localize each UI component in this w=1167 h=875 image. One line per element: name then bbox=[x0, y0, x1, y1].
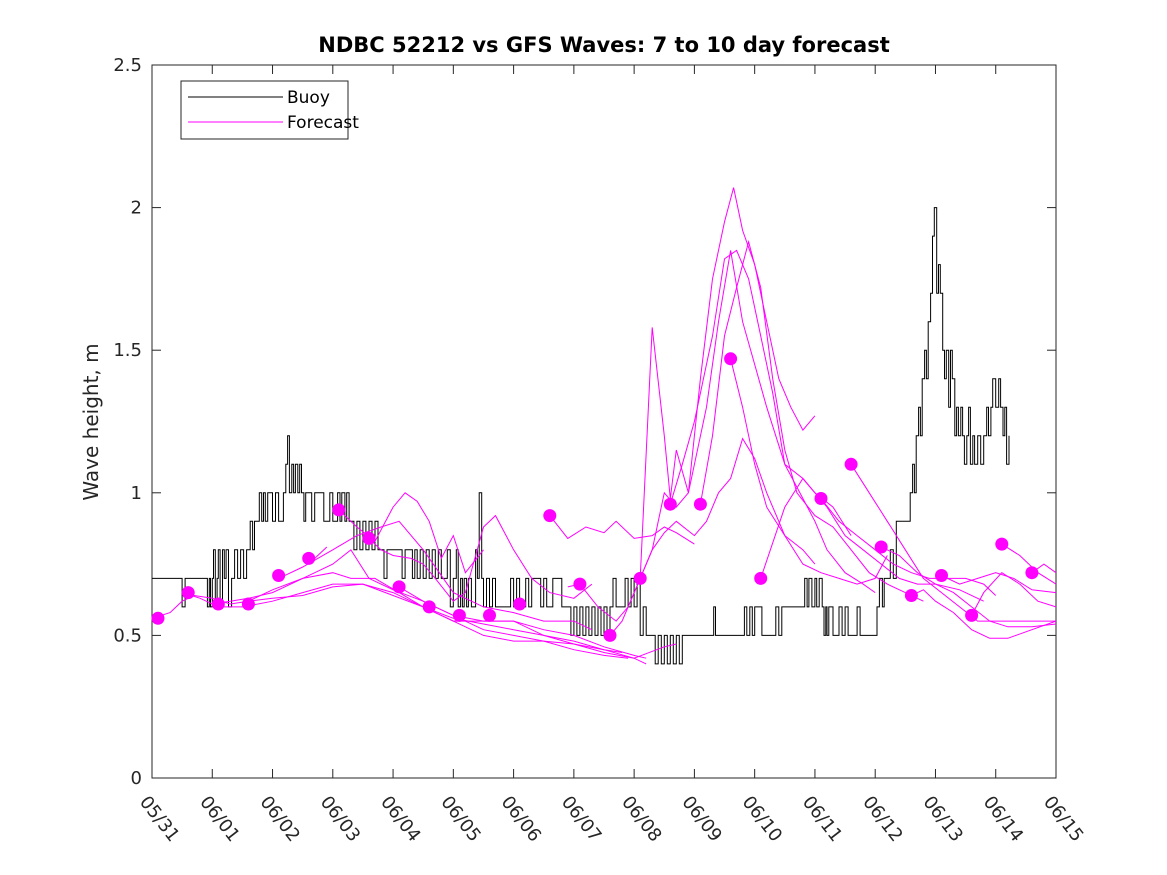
forecast-line-13 bbox=[669, 249, 876, 594]
y-axis-label: Wave height, m bbox=[79, 343, 103, 500]
forecast-marker-14 bbox=[573, 577, 587, 591]
forecast-marker-17 bbox=[663, 497, 677, 511]
plot-area: 05/31 06/01 06/02 06/03 06/04 06/05 06/06 06/07… bbox=[113, 55, 1087, 846]
forecast-marker-22 bbox=[844, 457, 858, 471]
forecast-line-20 bbox=[911, 589, 1057, 639]
forecast-line-15 bbox=[730, 358, 888, 585]
forecast-marker-28 bbox=[1025, 566, 1039, 580]
x-tick-label: 06/05 bbox=[436, 792, 484, 846]
y-tick-label: 0 bbox=[131, 768, 142, 789]
x-tick-label: 06/10 bbox=[738, 792, 786, 846]
forecast-marker-16 bbox=[633, 571, 647, 585]
x-tick-label: 06/01 bbox=[195, 792, 243, 846]
x-tick-label: 06/04 bbox=[376, 792, 424, 846]
forecast-line-2 bbox=[212, 549, 629, 659]
forecast-line-9 bbox=[549, 515, 695, 545]
forecast-marker-3 bbox=[241, 597, 255, 611]
forecast-marker-0 bbox=[151, 611, 165, 625]
forecast-marker-11 bbox=[483, 608, 496, 622]
legend-box bbox=[180, 80, 349, 140]
forecast-line-21 bbox=[941, 572, 1057, 594]
x-tick-label: 06/02 bbox=[256, 792, 304, 846]
x-tick-label: 06/15 bbox=[1039, 792, 1087, 846]
legend: Buoy Forecast bbox=[180, 80, 359, 140]
forecast-line-8 bbox=[398, 586, 647, 659]
forecast-marker-2 bbox=[211, 597, 225, 611]
x-tick-label: 06/11 bbox=[798, 792, 846, 846]
forecast-marker-4 bbox=[272, 569, 286, 582]
x-tick-label: 05/31 bbox=[135, 792, 183, 846]
forecast-marker-13 bbox=[543, 509, 557, 523]
x-tick-label: 06/12 bbox=[858, 792, 906, 846]
y-tick-label: 1 bbox=[131, 483, 142, 504]
y-tick-label: 0.5 bbox=[113, 625, 142, 646]
forecast-marker-10 bbox=[452, 608, 466, 622]
forecast-line-7 bbox=[368, 514, 593, 602]
y-tick-label: 2.5 bbox=[113, 55, 142, 76]
x-tick-label: 06/03 bbox=[316, 792, 364, 846]
forecast-line-19 bbox=[880, 546, 1057, 628]
forecast-line-23 bbox=[1001, 543, 1057, 585]
y-axis-ticks: 0 0.5 1 1.5 2 2.5 bbox=[113, 55, 1056, 789]
forecast-marker-21 bbox=[814, 492, 828, 505]
forecast-marker-5 bbox=[302, 551, 316, 565]
forecast-marker-6 bbox=[332, 503, 346, 517]
forecast-marker-9 bbox=[422, 600, 436, 614]
x-tick-label: 06/08 bbox=[617, 792, 665, 846]
y-tick-label: 1.5 bbox=[113, 340, 142, 361]
chart-title: NDBC 52212 vs GFS Waves: 7 to 10 day for… bbox=[318, 33, 889, 57]
forecast-line-10 bbox=[567, 437, 816, 622]
forecast-line-22 bbox=[971, 572, 1057, 616]
forecast-marker-15 bbox=[603, 628, 617, 642]
forecast-marker-24 bbox=[904, 589, 918, 602]
forecast-line-18 bbox=[850, 464, 1056, 622]
forecast-markers bbox=[151, 352, 1039, 642]
forecast-line-4 bbox=[278, 520, 593, 631]
forecast-marker-25 bbox=[935, 569, 948, 582]
forecast-marker-7 bbox=[362, 531, 376, 545]
forecast-marker-1 bbox=[181, 586, 195, 600]
forecast-line-14 bbox=[699, 239, 924, 602]
legend-forecast-label: Forecast bbox=[287, 113, 359, 133]
forecast-marker-27 bbox=[995, 537, 1009, 551]
forecast-marker-20 bbox=[754, 571, 768, 585]
forecast-marker-26 bbox=[965, 608, 979, 622]
x-tick-label: 06/09 bbox=[677, 792, 725, 846]
x-tick-label: 06/14 bbox=[979, 792, 1027, 846]
legend-buoy-label: Buoy bbox=[287, 88, 330, 108]
x-tick-label: 06/06 bbox=[497, 792, 545, 846]
forecast-marker-23 bbox=[874, 540, 888, 554]
forecast-marker-12 bbox=[513, 597, 527, 611]
axes-box bbox=[151, 64, 1057, 779]
x-tick-label: 06/13 bbox=[919, 792, 967, 846]
y-tick-label: 2 bbox=[131, 198, 142, 219]
forecast-marker-8 bbox=[392, 580, 406, 594]
forecast-marker-19 bbox=[724, 352, 738, 366]
forecast-marker-18 bbox=[693, 497, 707, 511]
x-tick-label: 06/07 bbox=[557, 792, 605, 846]
